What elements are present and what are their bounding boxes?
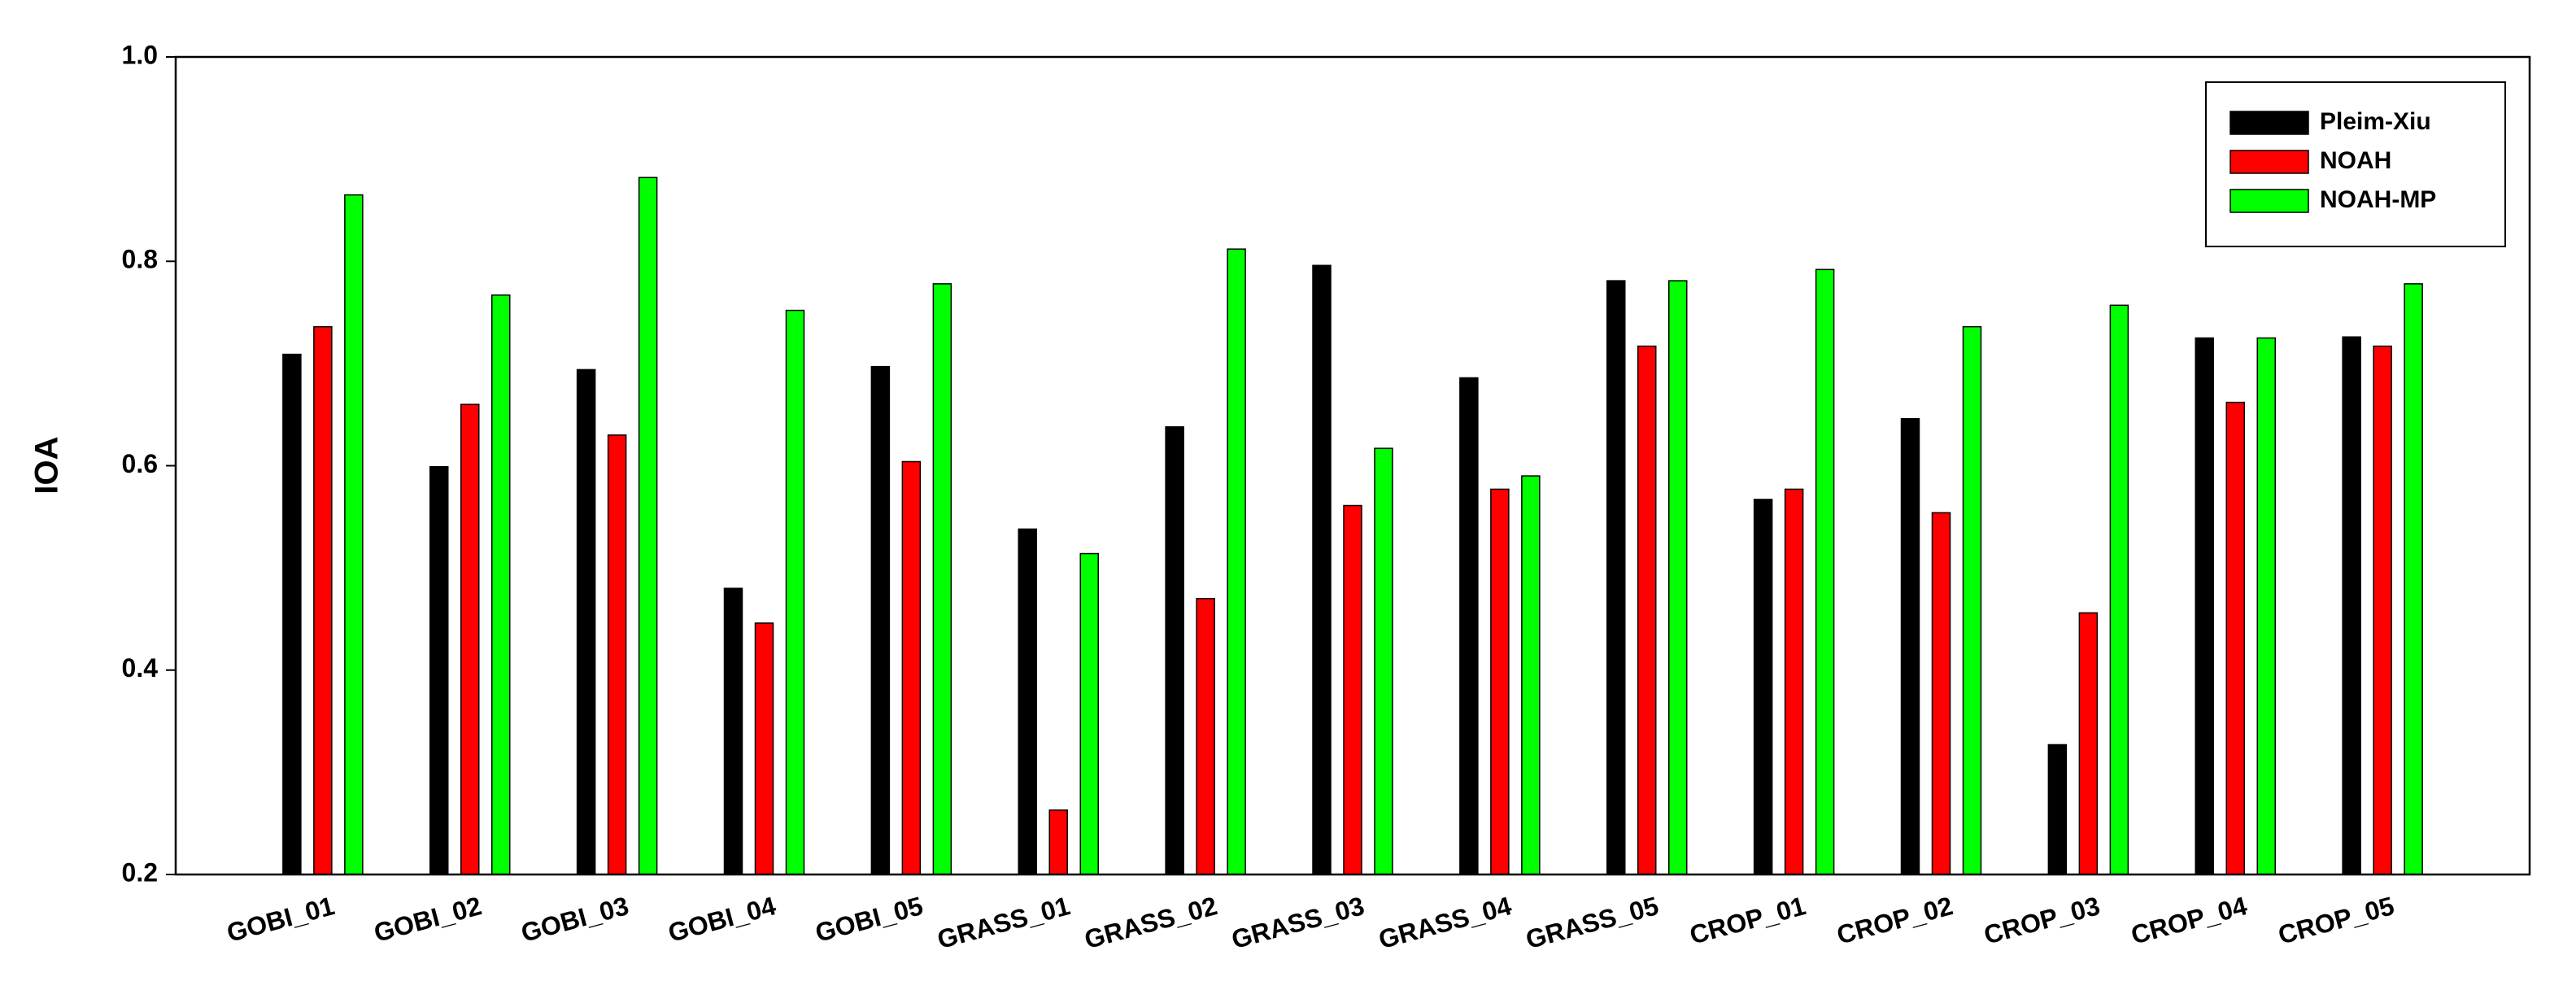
bar xyxy=(2404,283,2423,875)
y-tick-label: 0.2 xyxy=(122,857,158,887)
bar xyxy=(282,353,302,875)
y-axis-label: IOA xyxy=(29,436,65,494)
legend-label: Pleim-Xiu xyxy=(2320,108,2431,135)
y-tick-label: 0.8 xyxy=(122,245,158,274)
bar xyxy=(460,403,480,875)
x-tick-label: CROP_01 xyxy=(1686,891,1808,950)
bar xyxy=(1900,417,1920,875)
x-tick-label: GOBI_01 xyxy=(224,891,338,948)
bar xyxy=(491,294,511,875)
bar xyxy=(1962,325,1982,875)
bar xyxy=(932,283,952,875)
legend-label: NOAH-MP xyxy=(2320,186,2436,213)
x-tick-label: CROP_04 xyxy=(2128,891,2250,950)
bar xyxy=(870,365,891,875)
legend-label: NOAH xyxy=(2320,147,2391,174)
legend-swatch xyxy=(2229,189,2309,213)
y-tick-label: 1.0 xyxy=(122,40,158,69)
bar xyxy=(1196,598,1215,875)
bar xyxy=(754,622,774,875)
y-tick-label: 0.6 xyxy=(122,449,158,478)
bar xyxy=(1312,264,1332,875)
x-tick-label: GRASS_04 xyxy=(1375,891,1515,954)
bar xyxy=(1668,280,1688,875)
bar xyxy=(1815,268,1835,875)
bar xyxy=(1459,377,1479,875)
legend: Pleim-Xiu NOAH NOAH-MP xyxy=(2205,81,2506,247)
bar xyxy=(901,460,922,875)
bar xyxy=(344,194,364,875)
legend-swatch xyxy=(2229,111,2309,135)
bar xyxy=(576,369,596,875)
bar xyxy=(1637,345,1657,875)
bar xyxy=(723,587,743,875)
bar xyxy=(1784,488,1804,875)
x-tick-label: CROP_05 xyxy=(2275,891,2397,950)
bar xyxy=(1490,488,1510,875)
bar xyxy=(2195,337,2214,875)
bar xyxy=(607,434,627,875)
x-tick-label: CROP_03 xyxy=(1981,891,2103,950)
bar xyxy=(2225,401,2245,875)
x-tick-label: GOBI_02 xyxy=(371,891,485,948)
bar xyxy=(2373,345,2392,875)
y-tick-label: 0.4 xyxy=(122,653,159,683)
bar xyxy=(2342,336,2361,875)
bar xyxy=(1606,280,1626,875)
x-tick-label: GRASS_03 xyxy=(1228,891,1367,954)
bar xyxy=(2109,304,2129,875)
bar xyxy=(1018,528,1037,875)
plot-frame xyxy=(174,55,2531,876)
x-tick-label: GOBI_03 xyxy=(518,891,632,948)
bar xyxy=(1227,248,1246,875)
legend-swatch xyxy=(2229,150,2309,174)
bar xyxy=(785,309,805,875)
bar xyxy=(1048,809,1068,875)
bar xyxy=(1753,499,1773,875)
bar xyxy=(429,466,449,875)
x-tick-label: GRASS_02 xyxy=(1081,891,1220,954)
bar xyxy=(2047,744,2068,875)
bar xyxy=(1374,447,1393,875)
x-tick-label: GRASS_01 xyxy=(934,891,1073,954)
x-tick-label: GOBI_05 xyxy=(812,891,926,948)
bar xyxy=(1079,552,1099,875)
bar xyxy=(1521,475,1541,875)
bar xyxy=(1343,504,1362,875)
x-tick-label: GOBI_04 xyxy=(665,891,779,948)
bar xyxy=(1931,512,1951,875)
x-tick-label: GRASS_05 xyxy=(1523,891,1662,954)
bar xyxy=(1165,426,1184,875)
bar xyxy=(313,325,333,875)
bar xyxy=(2256,337,2276,875)
x-tick-label: CROP_02 xyxy=(1833,891,1955,950)
bar xyxy=(638,177,658,875)
bar xyxy=(2078,612,2099,875)
